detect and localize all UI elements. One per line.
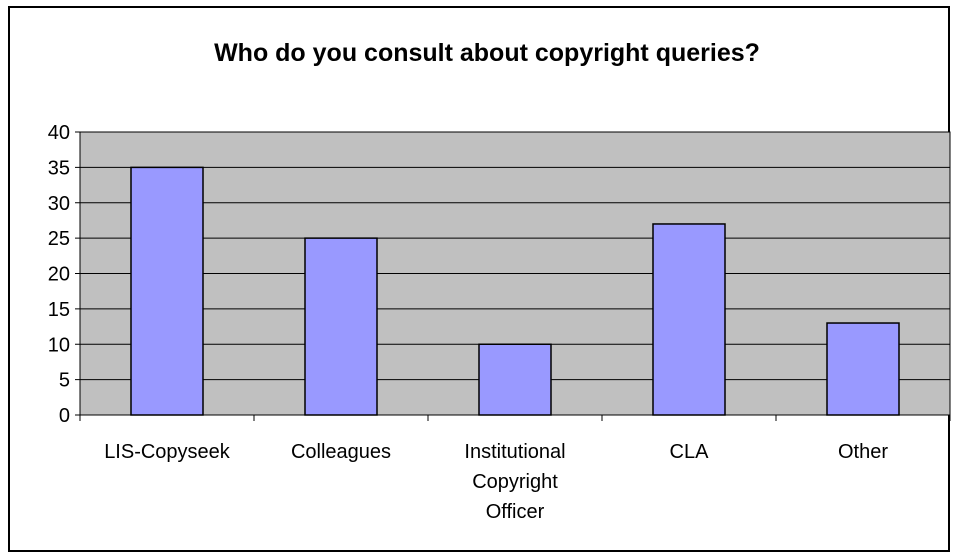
y-tick-label: 5	[59, 370, 70, 392]
bar-other	[826, 322, 900, 416]
bar-lis-copyseek	[130, 166, 204, 416]
chart-title: Who do you consult about copyright queri…	[214, 39, 760, 67]
bar-colleagues	[304, 237, 378, 416]
y-tick-label: 25	[48, 228, 70, 250]
y-tick-label: 20	[48, 264, 70, 286]
axes	[75, 131, 951, 421]
y-tick-label: 0	[59, 405, 70, 427]
x-category-label: CLA	[670, 441, 710, 463]
x-category-label: Colleagues	[291, 441, 391, 463]
y-tick-label: 15	[48, 299, 70, 321]
y-tick-label: 10	[48, 334, 70, 356]
x-category-label: Other	[838, 441, 888, 463]
y-tick-label: 35	[48, 157, 70, 179]
bars	[130, 166, 900, 416]
x-axis-labels: LIS-Copyseek Colleagues Institutional Copyr…	[104, 441, 888, 523]
bar-institutional-copyright-officer	[478, 343, 552, 416]
bar-cla	[652, 223, 726, 416]
y-tick-label: 40	[48, 122, 70, 144]
y-tick-label: 30	[48, 193, 70, 215]
x-category-label: Institutional Copyright Officer	[464, 441, 565, 523]
x-category-label: LIS-Copyseek	[104, 441, 231, 463]
y-axis-ticks: 0 5 10 15 20 25 30 35 40	[48, 122, 70, 427]
